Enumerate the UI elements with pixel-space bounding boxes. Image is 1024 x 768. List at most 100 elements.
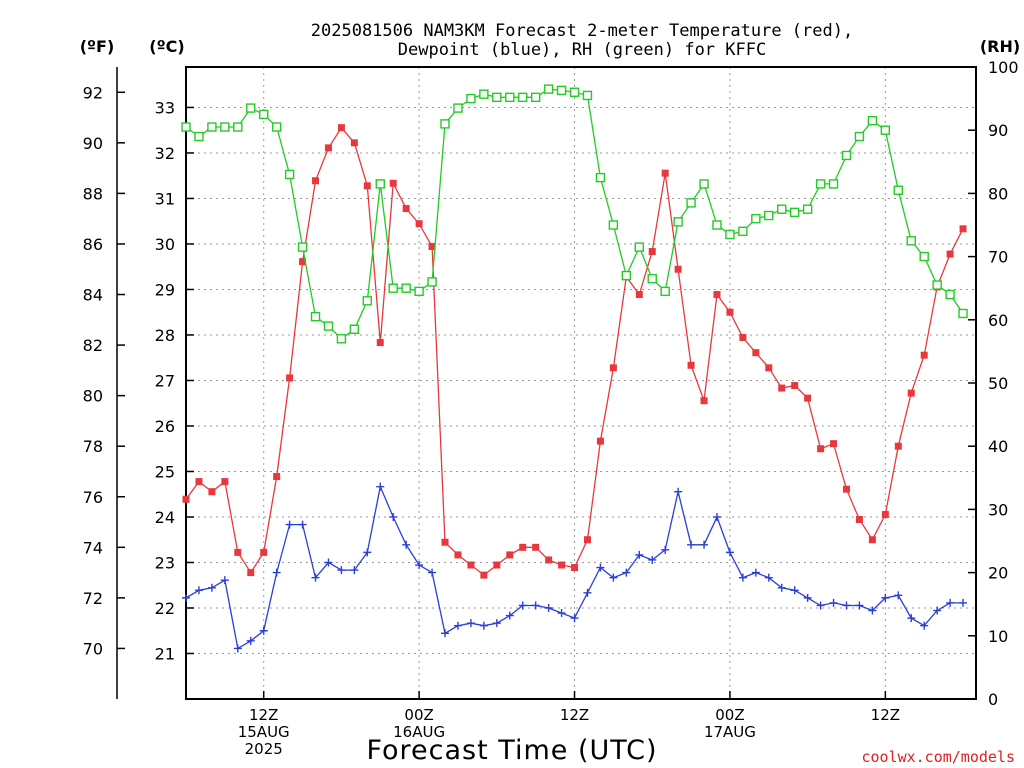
- data-point: [699, 179, 709, 189]
- data-point: [933, 606, 942, 615]
- data-point: [855, 601, 864, 610]
- series-layer: [181, 84, 968, 653]
- data-point: [182, 495, 190, 503]
- fahrenheit-tick-label: 88: [83, 184, 103, 203]
- data-point: [284, 169, 295, 180]
- time-tick-label: 15AUG: [238, 723, 290, 741]
- fahrenheit-tick-label: 78: [83, 437, 103, 456]
- data-point: [673, 217, 683, 227]
- data-point: [556, 85, 567, 96]
- data-point: [480, 571, 488, 579]
- data-point: [506, 551, 514, 559]
- rh-tick-label: 80: [988, 184, 1008, 203]
- celsius-tick-label: 29: [155, 280, 175, 299]
- data-point: [583, 536, 591, 544]
- data-point: [324, 144, 332, 152]
- rh-tick-label: 100: [988, 58, 1019, 77]
- data-point: [208, 488, 216, 496]
- data-point: [686, 198, 696, 208]
- data-point: [233, 644, 242, 653]
- data-point: [713, 291, 721, 299]
- data-point: [700, 397, 708, 405]
- fahrenheit-axis: 70 72 74 76 78 80 82 84 86 88 90 92: [83, 83, 125, 658]
- series-rh: [181, 84, 968, 344]
- rh-tick-label: 0: [988, 690, 998, 709]
- rh-axis: 0 10 20 30 40 50 60 70 80 90 100: [968, 58, 1019, 709]
- data-point: [234, 548, 242, 556]
- data-point: [376, 482, 385, 491]
- data-point: [841, 150, 852, 161]
- data-point: [920, 621, 929, 630]
- data-point: [752, 349, 760, 357]
- celsius-tick-label: 23: [155, 553, 175, 572]
- data-point: [402, 540, 411, 549]
- chart-title-line2: Dewpoint (blue), RH (green) for KFFC: [398, 40, 766, 60]
- data-point: [932, 280, 942, 290]
- data-point: [195, 478, 203, 486]
- time-tick-label: 2025: [245, 740, 283, 758]
- data-point: [661, 169, 669, 177]
- data-point: [635, 550, 644, 559]
- data-point: [479, 89, 489, 99]
- celsius-tick-label: 27: [155, 371, 175, 390]
- data-point: [440, 119, 450, 129]
- data-point: [700, 540, 709, 549]
- data-point: [337, 566, 346, 575]
- data-point: [260, 548, 268, 556]
- data-point: [608, 220, 619, 230]
- data-point: [349, 324, 360, 334]
- data-point: [207, 583, 216, 592]
- data-point: [647, 274, 657, 284]
- data-point: [220, 576, 229, 585]
- data-point: [207, 122, 217, 132]
- data-point: [946, 250, 954, 258]
- fahrenheit-tick-label: 74: [83, 538, 103, 557]
- data-point: [194, 586, 203, 595]
- data-point: [959, 598, 968, 607]
- data-point: [648, 248, 656, 256]
- data-point: [247, 569, 255, 577]
- rh-tick-label: 60: [988, 311, 1008, 330]
- data-point: [519, 543, 527, 551]
- data-point: [311, 573, 320, 582]
- data-point: [453, 621, 462, 630]
- data-point: [596, 563, 605, 572]
- data-point: [945, 289, 955, 300]
- data-point: [544, 603, 553, 612]
- time-tick-label: 12Z: [249, 706, 278, 724]
- data-point: [920, 351, 928, 359]
- celsius-tick-label: 26: [155, 417, 175, 436]
- data-point: [789, 207, 800, 218]
- data-point: [336, 334, 347, 344]
- data-point: [428, 568, 437, 577]
- data-point: [479, 621, 488, 630]
- data-point: [609, 364, 617, 372]
- data-point: [830, 440, 838, 448]
- data-point: [492, 92, 502, 103]
- data-point: [712, 220, 722, 230]
- data-point: [428, 242, 436, 250]
- celsius-axis: 21 22 23 24 25 26 27 28 29 30 31 32 33: [155, 98, 194, 663]
- data-point: [453, 103, 463, 113]
- data-point: [777, 204, 787, 214]
- fahrenheit-tick-label: 90: [83, 134, 103, 153]
- data-point: [530, 92, 541, 103]
- data-point: [220, 122, 230, 132]
- data-point: [674, 487, 683, 496]
- data-point: [764, 573, 773, 582]
- chart-title-line1: 2025081506 NAM3KM Forecast 2-meter Tempe…: [311, 21, 853, 41]
- data-point: [570, 614, 579, 623]
- data-point: [802, 204, 813, 214]
- data-point: [467, 561, 475, 569]
- credit-text: coolwx.com/models: [861, 748, 1015, 766]
- data-point: [286, 374, 294, 382]
- data-point: [389, 512, 398, 521]
- data-point: [738, 573, 747, 582]
- fahrenheit-tick-label: 92: [83, 83, 103, 102]
- data-point: [596, 437, 604, 445]
- rh-tick-label: 10: [988, 627, 1008, 646]
- data-point: [648, 555, 657, 564]
- data-point: [415, 561, 424, 570]
